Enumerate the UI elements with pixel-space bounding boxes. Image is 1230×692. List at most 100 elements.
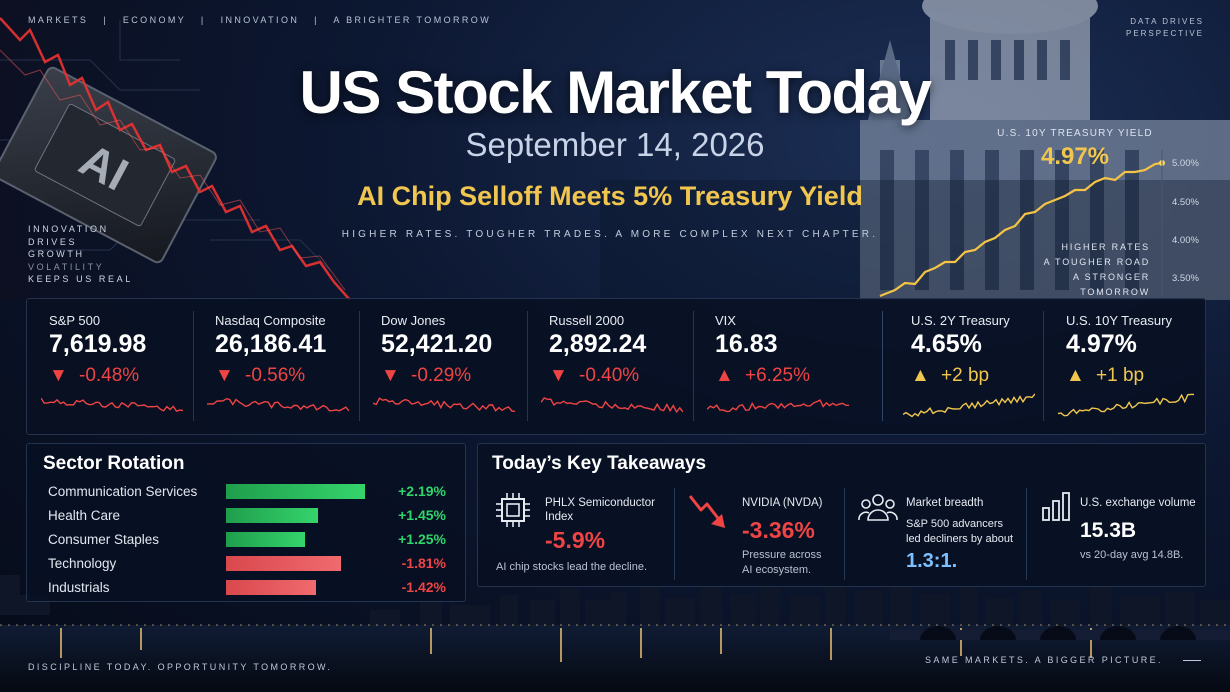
sector-name: Health Care: [48, 508, 121, 523]
quote-value: 4.97%: [1066, 330, 1137, 358]
nav-innovation: INNOVATION: [220, 15, 300, 25]
up-triangle-icon: ▲: [911, 365, 930, 386]
takeaway-title: PHLX Semiconductor Index: [545, 497, 655, 523]
sparkline-chart: [707, 399, 849, 413]
sector-name: Communication Services: [48, 484, 198, 499]
quote-change: ▲ +2 bp: [911, 365, 990, 386]
sparkline-chart: [373, 397, 515, 413]
takeaway-title: Market breadth: [906, 497, 984, 509]
quote-label: S&P 500: [49, 313, 101, 328]
down-triangle-icon: ▼: [549, 365, 568, 386]
quote-card: U.S. 2Y Treasury 4.65% ▲ +2 bp: [889, 299, 1045, 434]
takeaway-note: AI chip stocks lead the decline.: [496, 561, 648, 573]
quote-change: ▲ +1 bp: [1066, 365, 1145, 386]
sector-row: Communication Services +2.19%: [48, 482, 448, 502]
sparkline-line: [707, 399, 849, 413]
sparkline-chart: [41, 397, 183, 413]
yield-note-line: HIGHER RATES: [1061, 242, 1150, 252]
sector-value: +2.19%: [398, 483, 446, 499]
sparkline-line: [373, 397, 515, 413]
takeaway-note: vs 20-day avg 14.8B.: [1080, 549, 1184, 561]
quote-value: 4.65%: [911, 330, 982, 358]
up-triangle-icon: ▲: [715, 365, 734, 386]
top-right-caption: DATA DRIVES PERSPECTIVE: [1125, 17, 1204, 38]
takeaway-item: Market breadth S&P 500 advancers led decl…: [845, 484, 1025, 604]
up-triangle-icon: ▲: [1066, 365, 1085, 386]
yield-chart-line: [879, 150, 1165, 298]
sector-value: -1.81%: [401, 555, 446, 571]
quote-label: U.S. 2Y Treasury: [911, 313, 1010, 328]
sector-row: Technology -1.81%: [48, 554, 448, 574]
quote-change: ▲ +6.25%: [715, 365, 810, 386]
chip-icon: [496, 493, 530, 527]
takeaway-item: NVIDIA (NVDA) -3.36% Pressure across AI e…: [675, 484, 845, 604]
quote-card: Dow Jones 52,421.20 ▼ -0.29%: [359, 299, 527, 434]
quote-label: U.S. 10Y Treasury: [1066, 313, 1172, 328]
left-caption-line: GROWTH: [28, 249, 85, 259]
down-triangle-icon: ▼: [381, 365, 400, 386]
down-triangle-icon: ▼: [49, 365, 68, 386]
sector-value: +1.25%: [398, 531, 446, 547]
sector-bar: [226, 556, 341, 571]
yield-chart-label: U.S. 10Y TREASURY YIELD: [997, 128, 1153, 139]
takeaway-note: S&P 500 advancers led decliners by about: [906, 518, 1014, 545]
yield-chart-value: 4.97%: [1040, 143, 1110, 170]
sector-rotation-panel: Sector Rotation Communication Services +…: [26, 443, 466, 602]
takeaway-title: U.S. exchange volume: [1080, 497, 1196, 509]
quote-card: S&P 500 7,619.98 ▼ -0.48%: [27, 299, 195, 434]
nav-markets: MARKETS: [28, 15, 89, 25]
takeaway-item: PHLX Semiconductor Index -5.9% AI chip st…: [478, 484, 678, 604]
page-title: US Stock Market Today: [299, 59, 932, 126]
footer-dash: [1183, 660, 1201, 661]
quote-change: ▼ -0.56%: [215, 365, 306, 386]
capitol-building: [860, 0, 1230, 300]
quote-value: 16.83: [715, 330, 778, 358]
sector-bar: [226, 532, 306, 547]
quote-value: 52,421.20: [381, 330, 493, 358]
tagline: HIGHER RATES. TOUGHER TRADES. A MORE COM…: [341, 229, 879, 240]
takeaway-title: NVIDIA (NVDA): [742, 497, 823, 509]
down-triangle-icon: ▼: [215, 365, 234, 386]
key-takeaways-panel: Today’s Key Takeaways PHLX Semiconductor…: [477, 443, 1206, 587]
market-quotes-strip: S&P 500 7,619.98 ▼ -0.48% Nasdaq Composit…: [26, 298, 1206, 435]
left-caption-line: INNOVATION: [28, 224, 109, 234]
sector-bar: [226, 484, 365, 499]
sector-row: Consumer Staples +1.25%: [48, 530, 448, 550]
left-caption-line: VOLATILITY: [28, 261, 105, 272]
sector-bar: [226, 508, 319, 523]
yield-note-line: A STRONGER TOMORROW: [1072, 272, 1150, 297]
people-icon: [858, 494, 898, 521]
headline: AI Chip Selloff Meets 5% Treasury Yield: [357, 181, 863, 211]
sector-rotation-title: Sector Rotation: [43, 453, 185, 474]
left-caption: INNOVATION DRIVES GROWTH VOLATILITY KEEP…: [28, 223, 133, 286]
nav-economy: ECONOMY: [122, 15, 187, 25]
nav-brighter-tomorrow: A BRIGHTER TOMORROW: [333, 15, 492, 25]
quote-card: U.S. 10Y Treasury 4.97% ▲ +1 bp: [1044, 299, 1204, 434]
footer-right: SAME MARKETS. A BIGGER PICTURE.: [925, 655, 1163, 665]
quote-value: 26,186.41: [215, 330, 327, 358]
quote-label: Dow Jones: [381, 313, 446, 328]
sector-row: Industrials -1.42%: [48, 578, 448, 598]
sector-bar: [226, 580, 317, 595]
quote-change: ▼ -0.29%: [381, 365, 472, 386]
quote-card: Nasdaq Composite 26,186.41 ▼ -0.56%: [193, 299, 359, 434]
left-caption-line: DRIVES: [28, 236, 78, 247]
takeaway-value: 1.3:1.: [906, 550, 958, 572]
down-arrow-icon: [688, 495, 725, 528]
yield-tick: 4.00%: [1172, 235, 1199, 246]
sparkline-line: [41, 397, 183, 413]
takeaway-value: 15.3B: [1080, 519, 1137, 542]
sector-name: Technology: [48, 556, 117, 571]
quote-change: ▼ -0.40%: [549, 365, 640, 386]
yield-chart-header: U.S. 10Y TREASURY YIELD 4.97%: [985, 128, 1165, 171]
sector-value: +1.45%: [398, 507, 446, 523]
sector-value: -1.42%: [401, 579, 446, 595]
sparkline-chart: [1058, 393, 1194, 417]
quote-change: ▼ -0.48%: [49, 365, 140, 386]
quote-card: Russell 2000 2,892.24 ▼ -0.40%: [527, 299, 693, 434]
sector-name: Consumer Staples: [48, 532, 160, 547]
takeaway-item: U.S. exchange volume 15.3B vs 20-day avg…: [1027, 484, 1205, 604]
sparkline-chart: [541, 397, 683, 414]
